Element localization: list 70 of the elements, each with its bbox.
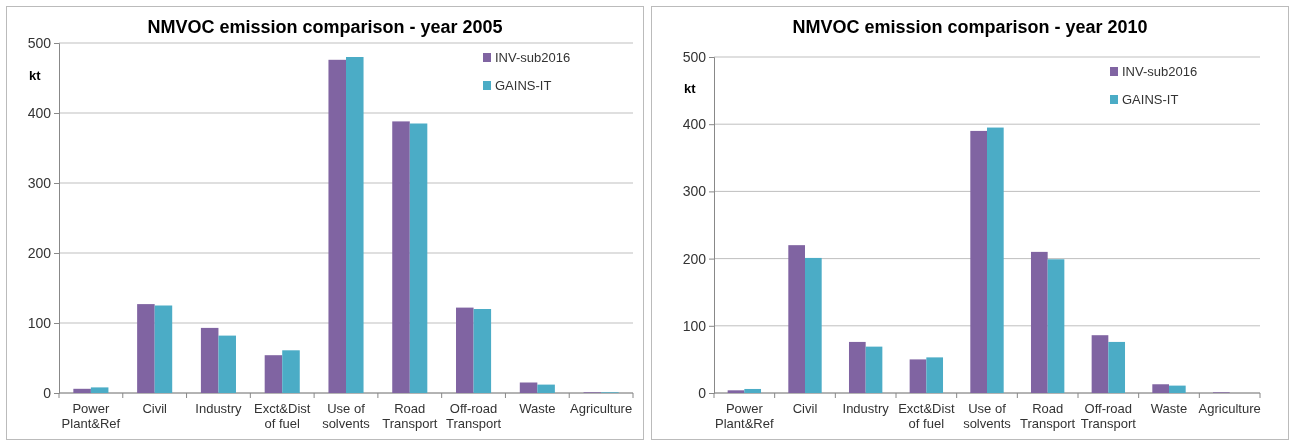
bar: [1091, 335, 1109, 393]
bar: [264, 355, 283, 393]
y-axis-title: kt: [29, 68, 42, 83]
chart-title: NMVOC emission comparison - year 2005: [147, 17, 503, 37]
y-tick-label: 300: [27, 174, 52, 191]
bar: [865, 346, 883, 393]
legend-label: INV-sub2016: [1122, 64, 1198, 79]
bar: [1047, 259, 1065, 393]
bar: [744, 388, 762, 393]
y-tick-label: 400: [682, 116, 707, 133]
x-tick-label: Off-road Transport: [445, 401, 502, 431]
bar: [805, 257, 822, 393]
x-tick-label: Power Plant&Ref: [61, 401, 121, 431]
bar: [909, 359, 927, 393]
x-tick-label: Exct&Dist of fuel: [898, 401, 955, 431]
x-tick-label: Waste: [1150, 401, 1188, 416]
x-tick-label: Agriculture: [1198, 401, 1261, 416]
x-tick-label: Road Transport: [382, 401, 438, 431]
y-tick-label: 200: [682, 250, 707, 267]
bar: [537, 384, 555, 393]
bar: [1169, 385, 1186, 393]
y-tick-label: 0: [43, 384, 52, 401]
bar: [1108, 341, 1126, 393]
bar: [328, 59, 346, 393]
x-tick-label: Civil: [142, 401, 168, 416]
y-tick-label: 500: [682, 48, 707, 65]
x-tick-label: Waste: [519, 401, 556, 416]
x-tick-label: Off-road Transport: [1080, 401, 1137, 431]
x-tick-label: Industry: [195, 401, 243, 416]
y-tick-label: 300: [682, 183, 707, 200]
x-tick-label: Civil: [792, 401, 818, 416]
y-tick-label: 0: [698, 384, 707, 401]
bar: [473, 309, 492, 393]
y-tick-label: 200: [27, 244, 52, 261]
legend-label: INV-sub2016: [495, 50, 571, 65]
bar: [392, 121, 410, 393]
bar: [970, 130, 987, 393]
y-tick-label: 100: [27, 314, 52, 331]
bar: [727, 390, 745, 393]
bar: [409, 123, 428, 393]
bar: [90, 387, 109, 393]
x-tick-label: Power Plant&Ref: [715, 401, 774, 431]
y-axis-title: kt: [684, 81, 697, 96]
bar: [456, 307, 474, 393]
bar: [218, 335, 236, 393]
x-tick-label: Agriculture: [570, 401, 633, 416]
x-tick-label: Use of solvents: [322, 401, 371, 431]
bar: [154, 305, 173, 393]
x-tick-label: Industry: [842, 401, 890, 416]
chart-title: NMVOC emission comparison - year 2010: [792, 17, 1148, 37]
x-tick-label: Exct&Dist of fuel: [254, 401, 311, 431]
x-tick-label: Use of solvents: [963, 401, 1012, 431]
bar: [926, 357, 944, 393]
bar: [987, 127, 1004, 393]
bar: [73, 388, 91, 393]
bar: [282, 350, 300, 393]
y-tick-label: 400: [27, 104, 52, 121]
legend-label: GAINS-IT: [495, 78, 552, 93]
bar: [200, 327, 219, 393]
y-tick-label: 500: [27, 34, 52, 51]
bar: [346, 57, 364, 393]
legend-label: GAINS-IT: [1122, 92, 1179, 107]
bar: [1030, 251, 1048, 393]
bar: [788, 245, 805, 393]
bar: [1152, 384, 1169, 393]
y-tick-label: 100: [682, 317, 707, 334]
bar: [848, 341, 866, 393]
bar: [137, 304, 155, 393]
bar: [519, 382, 538, 393]
x-tick-label: Road Transport: [1020, 401, 1076, 431]
